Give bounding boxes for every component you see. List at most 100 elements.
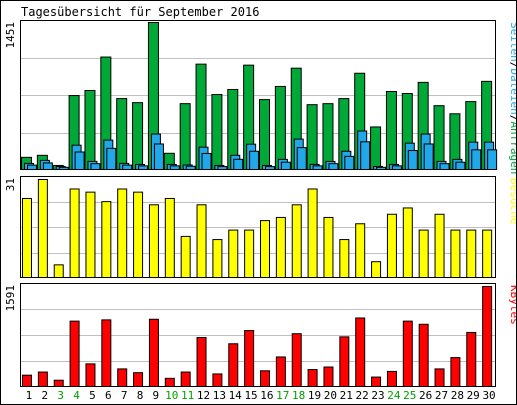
pages-bar <box>153 143 164 170</box>
visits-bar <box>22 197 32 278</box>
x-tick-label: 1 <box>26 389 33 402</box>
pages-bar <box>106 147 117 170</box>
visits-bar <box>180 235 191 279</box>
x-tick-label: 27 <box>435 389 448 402</box>
kbytes-panel: 1591 KBytes <box>4 283 517 388</box>
kbytes-bar <box>482 286 493 387</box>
visits-bar <box>53 264 64 278</box>
visits-bar <box>37 179 48 278</box>
x-tick-label: 25 <box>403 389 416 402</box>
legend-entry: Dateien <box>508 68 517 114</box>
kbytes-bar <box>386 370 397 388</box>
x-tick-label: 23 <box>371 389 384 402</box>
hits-bar <box>179 103 191 170</box>
visits-bar <box>355 223 366 279</box>
pages-bar <box>27 164 37 170</box>
pages-bar <box>58 166 69 171</box>
kbytes-bar <box>37 371 48 387</box>
x-tick-label: 6 <box>105 389 112 402</box>
hits-bar <box>322 103 334 170</box>
pages-bar <box>391 165 402 170</box>
visits-bar <box>466 229 477 278</box>
visits-bar <box>450 229 461 278</box>
legend-entry: Anfragen <box>508 121 517 174</box>
legend: KBytes <box>508 285 517 325</box>
hits-bar <box>370 126 382 170</box>
pages-bar <box>138 165 149 170</box>
pages-bar <box>344 155 355 171</box>
visits-bar <box>133 191 144 278</box>
visits-bar <box>307 188 318 278</box>
x-tick-label: 8 <box>137 389 144 402</box>
kbytes-bar <box>355 317 366 387</box>
x-tick-label: 21 <box>340 389 353 402</box>
panels-group: 1451 Seiten/Dateien/Anfragen 31 Besuche 1591… <box>4 20 517 388</box>
visits-bar <box>260 220 270 278</box>
visits-bar <box>386 213 397 279</box>
x-tick-label: 22 <box>356 389 369 402</box>
pages-bar <box>487 149 498 171</box>
x-tick-label: 16 <box>260 389 273 402</box>
pages-bar <box>265 166 275 171</box>
visits-bar <box>148 204 159 279</box>
visits-bar <box>117 188 128 278</box>
pages-bar <box>249 150 260 170</box>
visits-bar <box>291 204 302 279</box>
hits-bar <box>259 99 270 170</box>
kbytes-bar <box>323 366 334 388</box>
visits-bar <box>418 229 429 278</box>
x-axis-labels: 1 2 3 4 5 6 7 8 9 10 11 12 13 14 15 16 17 18 19 20 21 22 23 24 2… <box>26 389 496 402</box>
kbytes-bar <box>275 356 286 387</box>
kbytes-bar <box>371 376 382 387</box>
x-tick-label: 5 <box>89 389 96 402</box>
kbytes-bar <box>307 369 318 387</box>
x-tick-label: 30 <box>482 389 495 402</box>
kbytes-bar <box>180 371 191 387</box>
legend: Besuche <box>508 178 517 224</box>
pages-bar <box>42 162 53 171</box>
legend-entry: KBytes <box>508 285 517 325</box>
legend: Seiten/Dateien/Anfragen <box>508 22 517 174</box>
kbytes-bar <box>466 331 477 388</box>
pages-bar <box>217 166 228 171</box>
visits-bar <box>275 216 286 279</box>
visits-bar <box>212 239 223 278</box>
kbytes-bar <box>434 368 445 387</box>
kbytes-bar <box>418 323 429 388</box>
visits-bar <box>482 229 493 278</box>
y-max-label: 1591 <box>4 285 17 312</box>
x-tick-label: 9 <box>153 389 160 402</box>
kbytes-bar <box>196 336 207 388</box>
pages-bar <box>122 164 133 170</box>
pages-bar <box>407 150 418 170</box>
kbytes-bar <box>148 318 159 388</box>
kbytes-bar <box>69 320 80 387</box>
hits-bar <box>84 89 96 170</box>
kbytes-bar <box>164 377 175 388</box>
pages-bar <box>360 141 371 171</box>
kbytes-bar <box>22 374 32 388</box>
y-max-label: 31 <box>4 178 17 191</box>
visits-bar <box>164 197 175 278</box>
kbytes-bar <box>244 330 255 387</box>
x-tick-label: 4 <box>73 389 80 402</box>
hits-bar <box>211 94 223 170</box>
kbytes-bar <box>101 319 112 388</box>
pages-bar <box>455 161 466 170</box>
kbytes-bar <box>228 343 239 387</box>
visits-bar <box>371 261 382 278</box>
x-tick-label: 10 <box>165 389 178 402</box>
hits-bar <box>433 105 445 170</box>
visits-panel: 31 Besuche <box>4 176 517 279</box>
pages-bar <box>376 166 387 171</box>
pages-bar <box>201 152 212 171</box>
requests-panel: 1451 Seiten/Dateien/Anfragen <box>4 20 517 174</box>
pages-bar <box>312 165 323 170</box>
kbytes-bar <box>117 368 128 387</box>
kbytes-bar <box>133 372 144 387</box>
hits-bar <box>116 98 128 170</box>
legend-entry: Seiten <box>508 22 517 62</box>
pages-bar <box>169 165 180 170</box>
x-tick-label: 12 <box>197 389 210 402</box>
